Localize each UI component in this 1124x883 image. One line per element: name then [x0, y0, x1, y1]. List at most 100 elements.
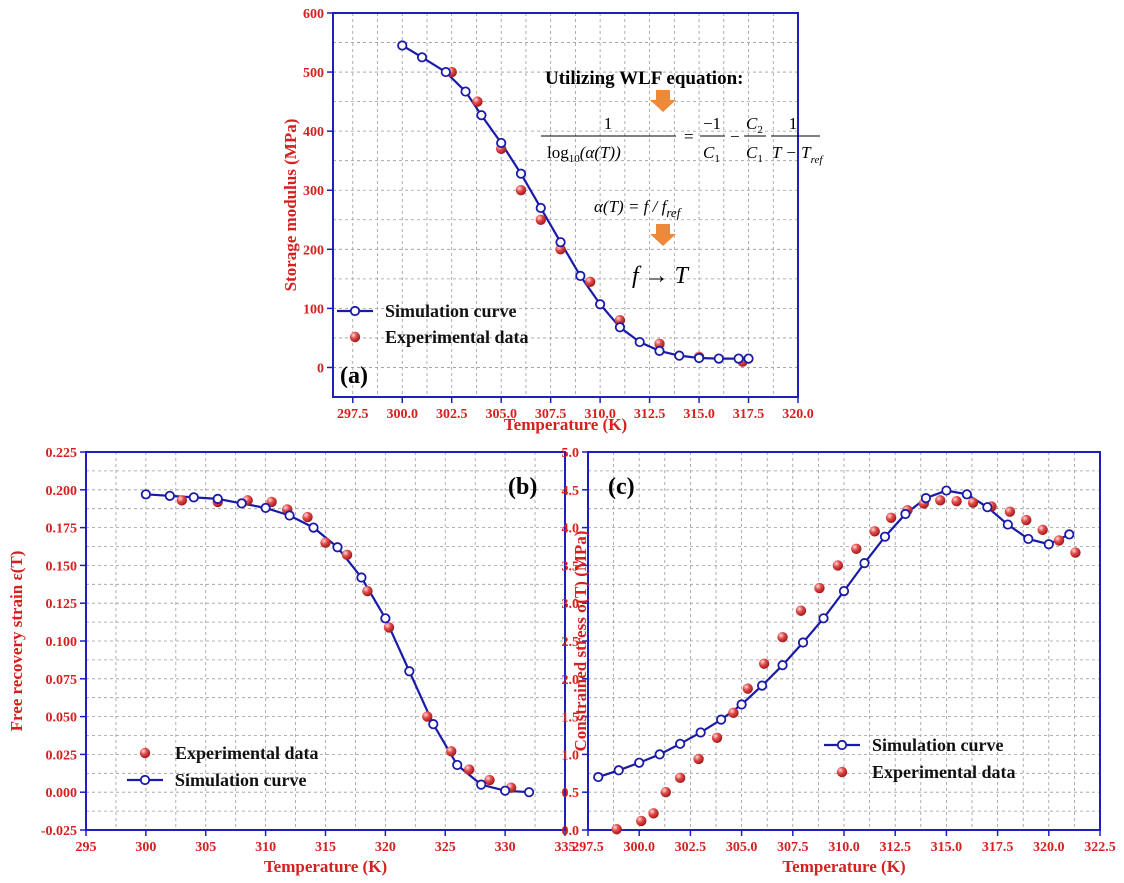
y-tick-label: 400: [303, 125, 324, 140]
y-tick-label: 4.0: [562, 522, 580, 537]
simulation-point: [575, 270, 586, 281]
eq-minus: −: [730, 127, 740, 146]
simulation-point: [1002, 519, 1013, 530]
legend: Experimental data Simulation curve: [127, 743, 319, 790]
x-tick-label: 300.0: [623, 840, 655, 855]
experimental-point: [464, 764, 475, 775]
eq-num: 1: [604, 114, 613, 133]
simulation-point: [818, 613, 829, 624]
experimental-point: [555, 244, 566, 255]
grid: [333, 13, 798, 397]
y-tick-label: 300: [303, 184, 324, 199]
simulation-point: [164, 490, 175, 501]
experimental-point: [1037, 524, 1048, 536]
y-tick-label: 0.225: [46, 446, 78, 461]
simulation-point: [920, 493, 932, 504]
y-axis-label: Constrained stress σ(T) (MPa): [571, 531, 590, 752]
y-tick-label: 0.000: [46, 786, 78, 801]
x-tick-label: 300.0: [387, 407, 419, 422]
experimental-point: [693, 753, 704, 765]
experimental-point: [636, 815, 647, 827]
simulation-point: [212, 493, 223, 504]
y-tick-label: 0.175: [46, 522, 78, 537]
legend-marker-simulation: [349, 305, 361, 317]
experimental-point: [515, 185, 527, 196]
simulation-point: [523, 787, 535, 798]
simulation-point: [941, 485, 952, 496]
x-tick-label: 320.0: [782, 407, 814, 422]
experimental-point: [362, 585, 373, 597]
simulation-point: [675, 738, 686, 749]
y-tick-label: 200: [303, 243, 324, 258]
simulation-point: [1043, 539, 1054, 550]
experimental-point: [967, 497, 979, 508]
eq-t3-num: 1: [789, 114, 798, 133]
experimental-point: [383, 622, 395, 633]
simulation-point: [460, 86, 471, 97]
x-tick-label: 317.5: [982, 840, 1014, 855]
x-tick-label: 315.0: [931, 840, 963, 855]
experimental-point: [851, 543, 862, 554]
y-tick-label: 4.5: [562, 484, 580, 499]
y-tick-label: -0.025: [41, 824, 77, 839]
x-tick-label: 317.5: [733, 407, 765, 422]
x-tick-label: 335: [555, 840, 576, 855]
x-tick-label: 322.5: [1084, 840, 1116, 855]
experimental-point: [472, 96, 483, 107]
grid: [588, 452, 1100, 830]
y-tick-label: 0.050: [46, 711, 78, 726]
x-tick-label: 320: [375, 840, 396, 855]
experimental-point: [446, 746, 457, 757]
simulation-point: [500, 785, 511, 796]
simulation-point: [236, 498, 247, 509]
simulation-point: [188, 492, 199, 503]
legend-marker-experimental: [836, 766, 848, 778]
experimental-point: [648, 808, 659, 819]
simulation-point: [736, 699, 747, 710]
simulation-point: [397, 40, 408, 51]
eq-t1-den: C1: [703, 143, 720, 165]
panel-label: (b): [508, 474, 537, 500]
simulation-point: [838, 586, 850, 597]
simulation-point: [1023, 533, 1034, 545]
simulation-point: [452, 759, 463, 771]
experimental-point: [614, 315, 626, 326]
simulation-point: [654, 749, 665, 760]
y-tick-label: 600: [303, 7, 324, 22]
eq-t2-den: C1: [746, 143, 763, 165]
experimental-point: [777, 632, 788, 643]
legend: Simulation curve Experimental data: [337, 301, 529, 347]
panel-a: 297.5 300.0 302.5 305.0 307.5 310.0 312.5 315.0…: [281, 7, 814, 434]
eq-equals: =: [684, 127, 694, 146]
simulation-point: [695, 727, 706, 738]
y-tick-label: 2.5: [562, 635, 580, 650]
eq-f-to-t: f → T: [632, 263, 690, 289]
y-tick-label: 3.5: [562, 559, 580, 574]
simulation-point: [614, 322, 626, 333]
simulation-point: [859, 558, 870, 569]
simulation-point: [332, 542, 343, 553]
experimental-point: [869, 526, 880, 537]
eq-t1-num: −1: [703, 114, 721, 133]
simulation-point: [982, 502, 993, 513]
experimental-point: [1053, 535, 1065, 546]
experimental-point: [1070, 547, 1081, 558]
simulation-point: [777, 660, 788, 671]
y-tick-label: 5.0: [562, 446, 580, 461]
simulation-point: [613, 765, 624, 776]
x-tick-label: 307.5: [777, 840, 809, 855]
experimental-point: [758, 658, 770, 669]
x-tick-label: 330: [495, 840, 516, 855]
y-tick-label: 3.0: [562, 597, 580, 612]
eq-den: log10(α(T)): [547, 143, 621, 165]
experimental-point: [654, 338, 665, 350]
eq-t2-num: C2: [746, 114, 763, 136]
simulation-point: [593, 771, 604, 783]
y-tick-label: 0.075: [46, 673, 78, 688]
x-tick-label: 307.5: [535, 407, 567, 422]
y-tick-label: 0.150: [46, 559, 78, 574]
x-tick-label: 315: [315, 840, 336, 855]
simulation-point: [879, 531, 891, 542]
simulation-point: [260, 502, 271, 514]
